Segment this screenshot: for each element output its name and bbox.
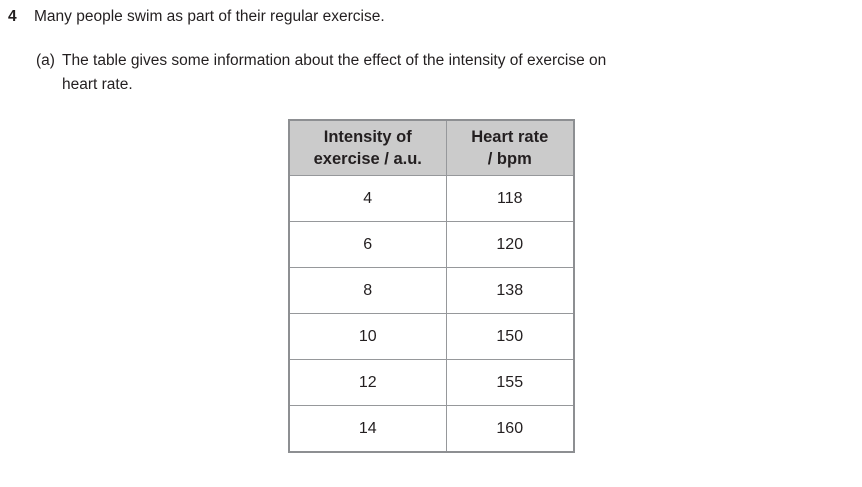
column-header-intensity: Intensity of exercise / a.u. — [288, 119, 447, 176]
column-header-intensity-line2: exercise / a.u. — [313, 150, 422, 168]
table-header-row: Intensity of exercise / a.u. Heart rate … — [288, 119, 575, 176]
question-text: Many people swim as part of their regula… — [34, 8, 385, 25]
table-row: 6 120 — [288, 221, 575, 268]
question-number: 4 — [8, 8, 17, 25]
cell-intensity: 6 — [288, 221, 447, 268]
cell-intensity: 14 — [288, 405, 447, 453]
cell-heart-rate: 155 — [445, 359, 575, 406]
column-header-heart-rate-line2: / bpm — [487, 150, 532, 168]
cell-intensity: 4 — [288, 175, 447, 222]
column-header-heart-rate: Heart rate / bpm — [445, 119, 575, 176]
cell-heart-rate: 160 — [445, 405, 575, 453]
column-header-intensity-line1: Intensity of — [323, 128, 412, 146]
cell-intensity: 10 — [288, 313, 447, 360]
part-a-text-line2: heart rate. — [62, 76, 133, 93]
cell-heart-rate: 150 — [445, 313, 575, 360]
table-row: 8 138 — [288, 267, 575, 314]
cell-heart-rate: 120 — [445, 221, 575, 268]
part-a: (a) The table gives some information abo… — [36, 49, 606, 97]
question-line: 4 Many people swim as part of their regul… — [8, 6, 385, 28]
part-a-label: (a) — [36, 52, 55, 69]
table-row: 10 150 — [288, 313, 575, 360]
heart-rate-table: Intensity of exercise / a.u. Heart rate … — [288, 119, 575, 453]
table-row: 14 160 — [288, 405, 575, 453]
column-header-heart-rate-line1: Heart rate — [471, 128, 549, 146]
part-a-text-line1: The table gives some information about t… — [62, 52, 607, 69]
table-row: 4 118 — [288, 175, 575, 222]
table-row: 12 155 — [288, 359, 575, 406]
cell-heart-rate: 138 — [445, 267, 575, 314]
cell-heart-rate: 118 — [445, 175, 575, 222]
part-a-text: The table gives some information about t… — [62, 49, 606, 97]
cell-intensity: 12 — [288, 359, 447, 406]
cell-intensity: 8 — [288, 267, 447, 314]
